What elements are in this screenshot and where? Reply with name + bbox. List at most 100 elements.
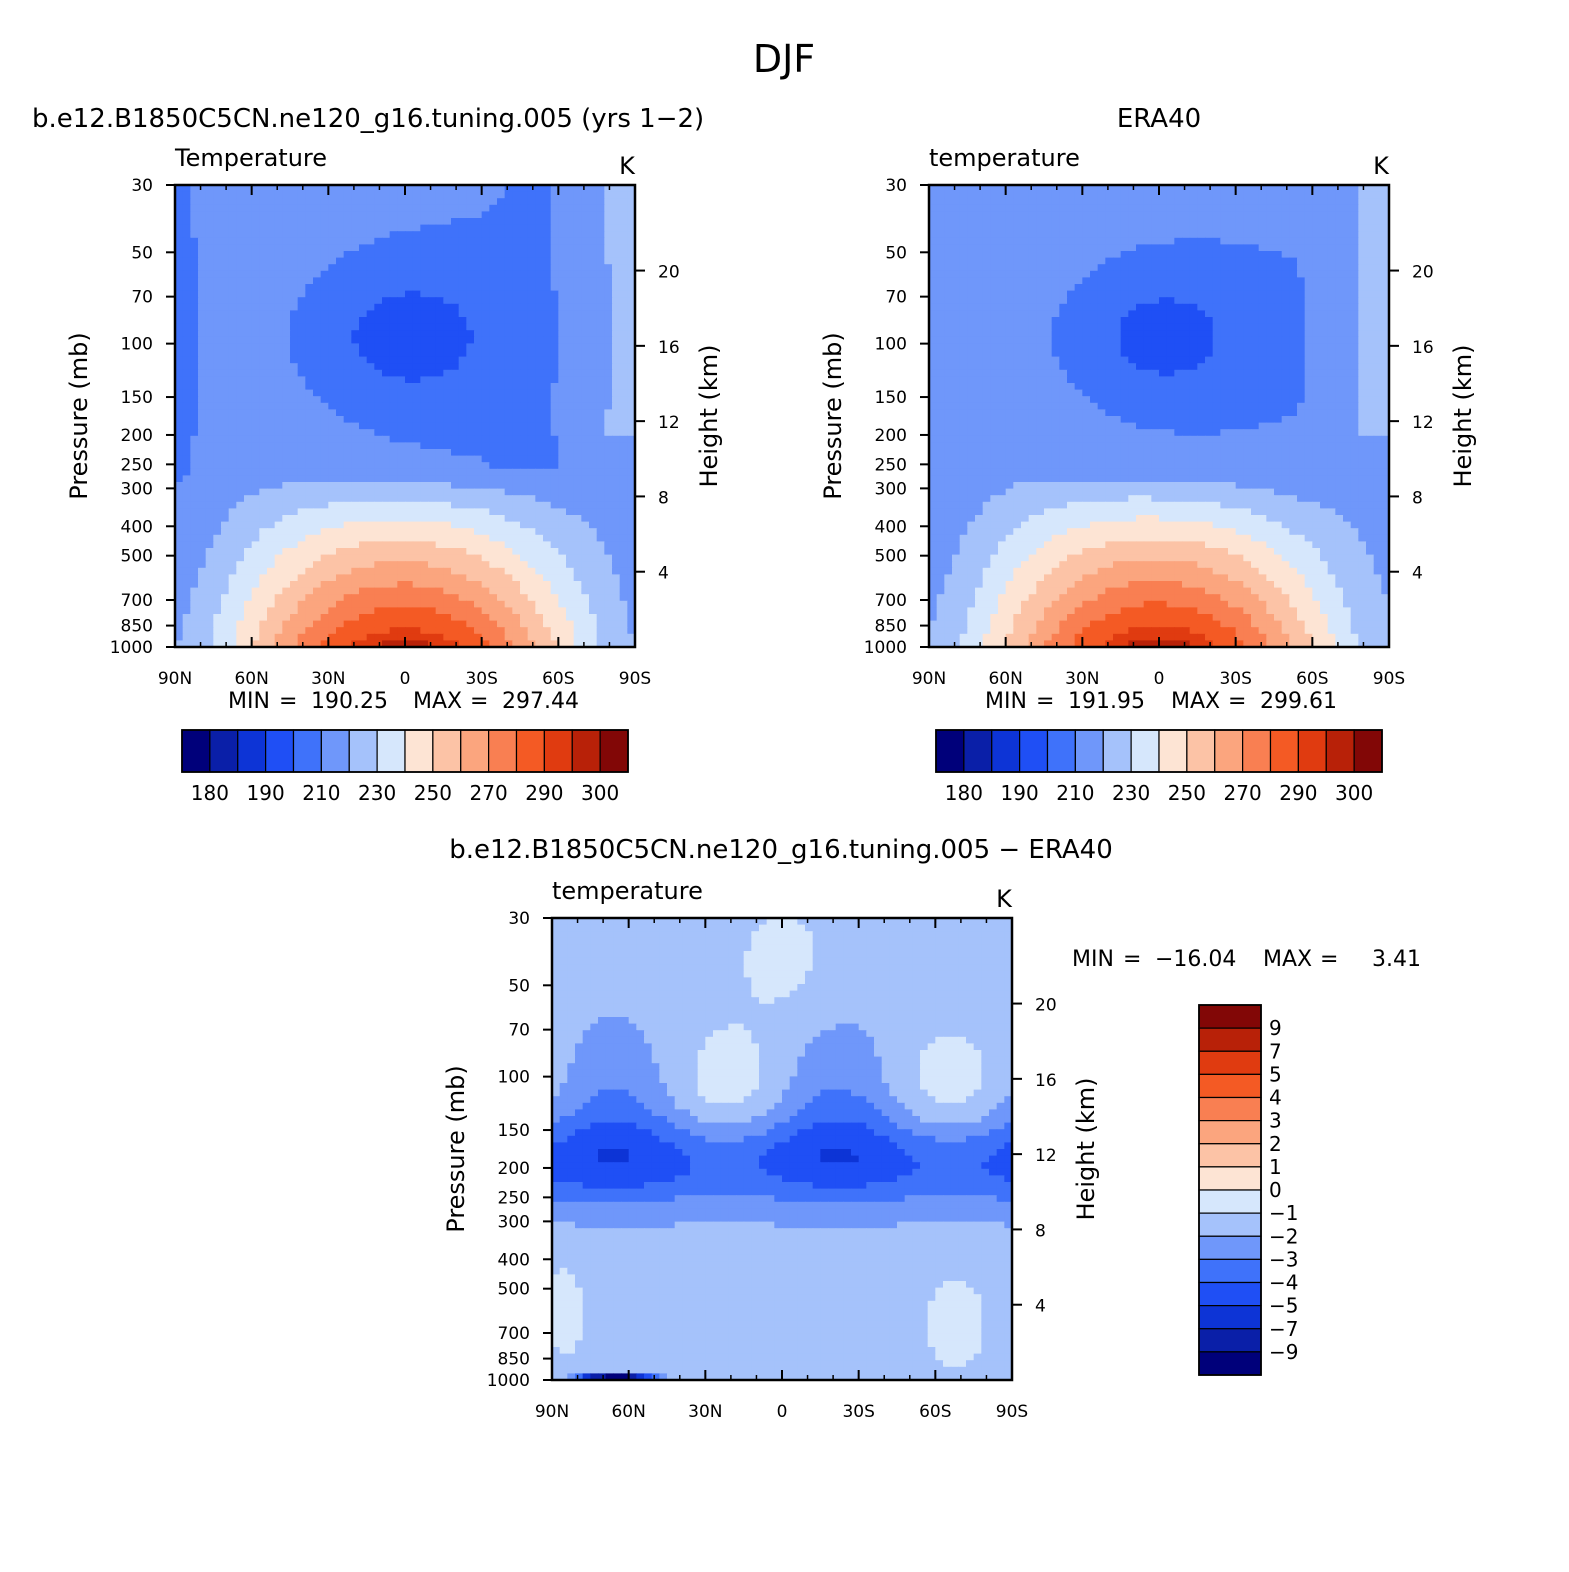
contour-cell — [443, 475, 452, 483]
contour-cell — [274, 521, 283, 529]
contour-cell — [351, 231, 360, 239]
contour-cell — [435, 218, 444, 226]
contour-cell — [190, 554, 199, 562]
contour-cell — [236, 356, 245, 364]
contour-cell — [359, 534, 368, 542]
contour-cell — [305, 369, 314, 377]
contour-cell — [535, 284, 544, 292]
contour-cell — [612, 528, 621, 536]
contour-cell — [267, 600, 276, 608]
contour-cell — [627, 330, 636, 338]
contour-cell — [527, 356, 536, 364]
contour-cell — [936, 211, 945, 219]
contour-cell — [1159, 191, 1168, 199]
contour-cell — [619, 488, 628, 496]
contour-cell — [259, 376, 268, 384]
contour-cell — [190, 620, 199, 628]
contour-cell — [527, 554, 536, 562]
contour-cell — [581, 620, 590, 628]
contour-cell — [990, 211, 999, 219]
x-tick-label: 90N — [158, 669, 192, 689]
contour-cell — [244, 633, 253, 641]
contour-cell — [412, 442, 421, 450]
contour-cell — [405, 211, 414, 219]
contour-cell — [290, 442, 299, 450]
contour-cell — [382, 501, 391, 509]
contour-cell — [213, 251, 222, 259]
contour-cell — [228, 383, 237, 391]
contour-cell — [405, 270, 414, 278]
contour-cell — [573, 561, 582, 569]
contour-cell — [1151, 191, 1160, 199]
contour-cell — [244, 495, 253, 503]
contour-cell — [305, 429, 314, 437]
contour-cell — [405, 396, 414, 404]
contour-cell — [566, 541, 575, 549]
contour-cell — [343, 541, 352, 549]
contour-cell — [359, 198, 368, 206]
contour-cell — [267, 508, 276, 516]
contour-cell — [596, 488, 605, 496]
contour-cell — [589, 389, 598, 397]
contour-cell — [190, 277, 199, 285]
contour-cell — [1051, 251, 1060, 259]
contour-cell — [451, 594, 460, 602]
contour-cell — [428, 435, 437, 443]
contour-cell — [198, 449, 207, 457]
contour-cell — [420, 330, 429, 338]
contour-cell — [435, 482, 444, 490]
contour-cell — [420, 369, 429, 377]
contour-cell — [474, 251, 483, 259]
contour-cell — [366, 330, 375, 338]
contour-cell — [320, 422, 329, 430]
contour-cell — [489, 369, 498, 377]
contour-cell — [374, 495, 383, 503]
contour-cell — [267, 482, 276, 490]
contour-cell — [412, 218, 421, 226]
contour-cell — [313, 475, 322, 483]
contour-cell — [343, 363, 352, 371]
contour-cell — [198, 541, 207, 549]
contour-cell — [267, 640, 276, 648]
contour-cell — [213, 336, 222, 344]
contour-cell — [527, 244, 536, 252]
contour-cell — [213, 620, 222, 628]
contour-cell — [244, 442, 253, 450]
contour-cell — [489, 191, 498, 199]
contour-cell — [343, 614, 352, 622]
contour-cell — [604, 343, 613, 351]
contour-cell — [389, 356, 398, 364]
contour-cell — [612, 640, 621, 648]
contour-cell — [474, 614, 483, 622]
contour-cell — [374, 488, 383, 496]
contour-cell — [596, 633, 605, 641]
contour-cell — [244, 237, 253, 245]
contour-cell — [228, 204, 237, 212]
contour-cell — [474, 211, 483, 219]
contour-cell — [550, 211, 559, 219]
contour-cell — [458, 198, 467, 206]
contour-cell — [405, 442, 414, 450]
contour-cell — [466, 284, 475, 292]
contour-cell — [297, 574, 306, 582]
contour-cell — [175, 554, 184, 562]
contour-cell — [428, 363, 437, 371]
contour-cell — [213, 330, 222, 338]
contour-cell — [1074, 211, 1083, 219]
contour-cell — [190, 310, 199, 318]
contour-cell — [282, 515, 291, 523]
contour-cell — [497, 640, 506, 648]
contour-cell — [1220, 185, 1229, 193]
contour-cell — [328, 587, 337, 595]
contour-cell — [998, 204, 1007, 212]
contour-cell — [405, 257, 414, 265]
contour-cell — [612, 429, 621, 437]
contour-cell — [313, 330, 322, 338]
contour-cell — [929, 251, 938, 259]
contour-cell — [343, 515, 352, 523]
contour-cell — [428, 317, 437, 325]
contour-cell — [558, 284, 567, 292]
contour-cell — [305, 343, 314, 351]
contour-cell — [428, 462, 437, 470]
contour-cell — [435, 488, 444, 496]
